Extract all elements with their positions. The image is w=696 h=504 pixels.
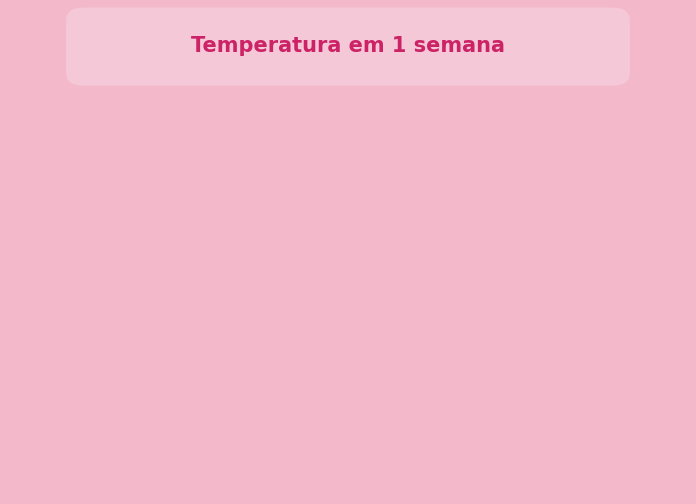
Text: Temperatura em 1 semana: Temperatura em 1 semana [191, 36, 505, 56]
Y-axis label: Temperatura (em °C): Temperatura (em °C) [53, 161, 66, 293]
Text: Dia da
semana: Dia da semana [608, 396, 658, 424]
FancyBboxPatch shape [66, 8, 630, 86]
